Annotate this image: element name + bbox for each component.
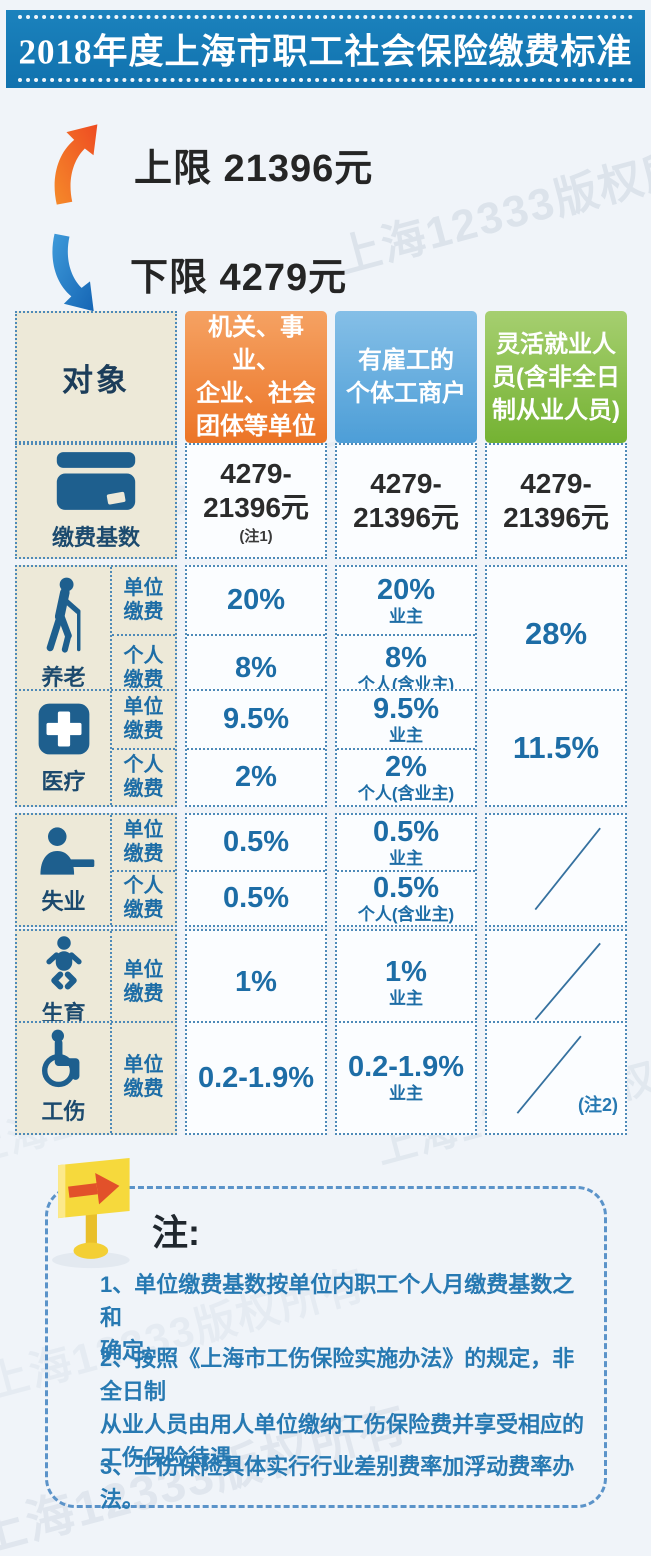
unemployment-values-individual-business: 0.5% 业主 0.5% 个人(含业主) <box>335 813 477 927</box>
base-value-flexible: 4279- 21396元 <box>485 443 627 559</box>
table-row-base: 缴费基数 4279- 21396元 (注1) 4279- 21396元 4279… <box>15 443 627 559</box>
base-row-label: 缴费基数 <box>51 525 140 550</box>
maternity-value-employers: 1% <box>185 929 327 1036</box>
banner-dotted-line <box>18 15 633 19</box>
header-employers: 机关、事业、 企业、社会 团体等单位 <box>185 311 327 444</box>
sublabel-individual: 个人 缴费 <box>112 634 175 701</box>
base-value-individual-business: 4279- 21396元 <box>335 443 477 559</box>
up-arrow-icon <box>54 124 98 205</box>
worker-desk-icon <box>39 827 94 875</box>
sublabel-individual: 个人 缴费 <box>112 748 175 805</box>
unemployment-row-header: 失业 单位 缴费 个人 缴费 <box>15 813 177 927</box>
base-value-employers: 4279- 21396元 (注1) <box>185 443 327 559</box>
pension-values-individual-business: 20% 业主 8% 个人(含业主) <box>335 565 477 703</box>
banner: 2018年度上海市职工社会保险缴费标准 <box>6 10 645 88</box>
injury-value-employers: 0.2-1.9% <box>185 1021 327 1135</box>
notes-box <box>45 1186 607 1508</box>
maternity-row-header: 生育 单位 缴费 <box>15 929 177 1036</box>
maternity-value-flexible <box>485 929 627 1036</box>
card-icon <box>56 452 136 510</box>
medical-values-employers: 9.5% 2% <box>185 689 327 807</box>
sublabel-unit: 单位 缴费 <box>123 1054 164 1100</box>
watermark: 上海12333版权所有 <box>331 129 651 283</box>
baby-icon <box>45 936 82 990</box>
unemployment-value-flexible <box>485 813 627 927</box>
slash-icon <box>487 815 625 925</box>
injury-value-individual-business: 0.2-1.9% 业主 <box>335 1021 477 1135</box>
sublabel-unit: 单位 缴费 <box>123 695 164 742</box>
pension-value-flexible: 28% <box>485 565 627 703</box>
table-row-unemployment: 失业 单位 缴费 个人 缴费 0.5% 0.5% 0.5% 业主 0.5% 个人(含… <box>15 813 627 927</box>
table-header-row: 对象 机关、事业、 企业、社会 团体等单位 有雇工的 个体工商户 灵活就业人 员… <box>15 311 627 444</box>
table-row-pension: 养老 单位 缴费 个人 缴费 20% 8% 20% 业主 8% 个人(含业主) 28… <box>15 565 627 703</box>
base-value-note: (注1) <box>239 527 273 545</box>
banner-dotted-line <box>18 78 633 82</box>
lower-limit-row: 下限 4279元 <box>48 232 347 314</box>
sublabel-unit: 单位 缴费 <box>123 576 164 623</box>
table-row-maternity: 生育 单位 缴费 1% 1% 业主 <box>15 929 627 1036</box>
injury-value-flexible: (注2) <box>485 1021 627 1135</box>
pension-row-label: 养老 <box>41 665 86 690</box>
down-arrow-icon <box>52 233 94 312</box>
wheelchair-icon <box>41 1029 79 1088</box>
pension-values-employers: 20% 8% <box>185 565 327 703</box>
base-value: 4279- 21396元 <box>203 458 309 524</box>
notes-title: 注: <box>152 1212 200 1253</box>
table-row-injury: 工伤 单位 缴费 0.2-1.9% 0.2-1.9% 业主 (注2) <box>15 1021 627 1135</box>
upper-limit-label: 上限 21396元 <box>134 147 374 190</box>
medical-values-individual-business: 9.5% 业主 2% 个人(含业主) <box>335 689 477 807</box>
slash-icon <box>487 931 625 1034</box>
maternity-value-individual-business: 1% 业主 <box>335 929 477 1036</box>
header-individual-business: 有雇工的 个体工商户 <box>335 311 477 444</box>
injury-note-ref: (注2) <box>578 1095 618 1115</box>
note-item-3: 3、工伤保险具体实行行业差别费率加浮动费率办法。 <box>100 1454 575 1512</box>
medical-cross-icon <box>38 703 89 755</box>
elder-cane-icon <box>46 577 80 653</box>
header-flexible-employment: 灵活就业人 员(含非全日 制从业人员) <box>485 311 627 444</box>
medical-value-flexible: 11.5% <box>485 689 627 807</box>
corner-cell: 对象 <box>15 311 177 444</box>
unemployment-row-label: 失业 <box>41 889 86 914</box>
injury-row-label: 工伤 <box>41 1099 86 1124</box>
slash-icon <box>487 1023 625 1133</box>
sublabel-unit: 单位 缴费 <box>123 818 164 865</box>
medical-row-label: 医疗 <box>41 769 86 794</box>
unemployment-values-employers: 0.5% 0.5% <box>185 813 327 927</box>
sublabel-unit: 单位 缴费 <box>123 958 164 1005</box>
note-item-1: 1、单位缴费基数按单位内职工个人月缴费基数之和 确定。 <box>100 1272 575 1363</box>
signpost-icon <box>52 1157 130 1269</box>
table-row-medical: 医疗 单位 缴费 个人 缴费 9.5% 2% 9.5% 业主 2% 个人(含业主) … <box>15 689 627 807</box>
base-row-header: 缴费基数 <box>15 443 177 559</box>
note-item-2: 2、按照《上海市工伤保险实施办法》的规定，非全日制 从业人员由用人单位缴纳工伤保… <box>100 1346 585 1470</box>
lower-limit-label: 下限 4279元 <box>130 256 348 299</box>
upper-limit-row: 上限 21396元 <box>50 122 373 206</box>
sublabel-individual: 个人 缴费 <box>112 870 175 925</box>
pension-row-header: 养老 单位 缴费 个人 缴费 <box>15 565 177 703</box>
injury-row-header: 工伤 单位 缴费 <box>15 1021 177 1135</box>
page-title: 2018年度上海市职工社会保险缴费标准 <box>18 32 633 72</box>
medical-row-header: 医疗 单位 缴费 个人 缴费 <box>15 689 177 807</box>
